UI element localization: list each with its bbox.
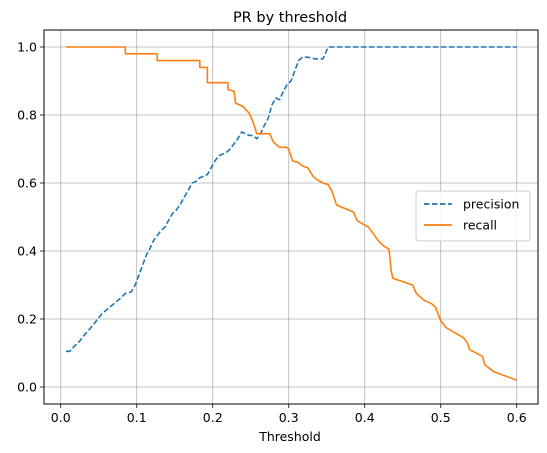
y-axis-ticks: 0.0 0.2 0.4 0.6 0.8 1.0 <box>17 40 44 395</box>
x-tick-label: 0.6 <box>507 410 527 425</box>
y-tick-label: 0.4 <box>17 244 37 259</box>
legend-precision-label: precision <box>463 197 519 212</box>
legend: precision recall <box>415 190 531 242</box>
legend-recall-label: recall <box>463 218 497 233</box>
y-tick-label: 0.2 <box>17 312 37 327</box>
x-axis-ticks: 0.0 0.1 0.2 0.3 0.4 0.5 0.6 <box>51 404 527 425</box>
x-axis-label: Threshold <box>258 429 321 444</box>
x-tick-label: 0.0 <box>51 410 71 425</box>
x-tick-label: 0.1 <box>127 410 147 425</box>
x-tick-label: 0.2 <box>203 410 223 425</box>
series-lines <box>66 46 517 381</box>
series-line-precision <box>66 46 517 353</box>
x-tick-label: 0.4 <box>355 410 375 425</box>
y-tick-label: 0.6 <box>17 176 37 191</box>
x-tick-label: 0.5 <box>431 410 451 425</box>
plot-frame <box>43 29 539 405</box>
y-tick-label: 0.8 <box>17 108 37 123</box>
y-tick-label: 0.0 <box>17 380 37 395</box>
grid <box>44 30 538 404</box>
chart-title: PR by threshold <box>233 10 347 26</box>
y-tick-label: 1.0 <box>17 40 37 55</box>
x-tick-label: 0.3 <box>279 410 299 425</box>
series-line-recall <box>66 46 517 381</box>
